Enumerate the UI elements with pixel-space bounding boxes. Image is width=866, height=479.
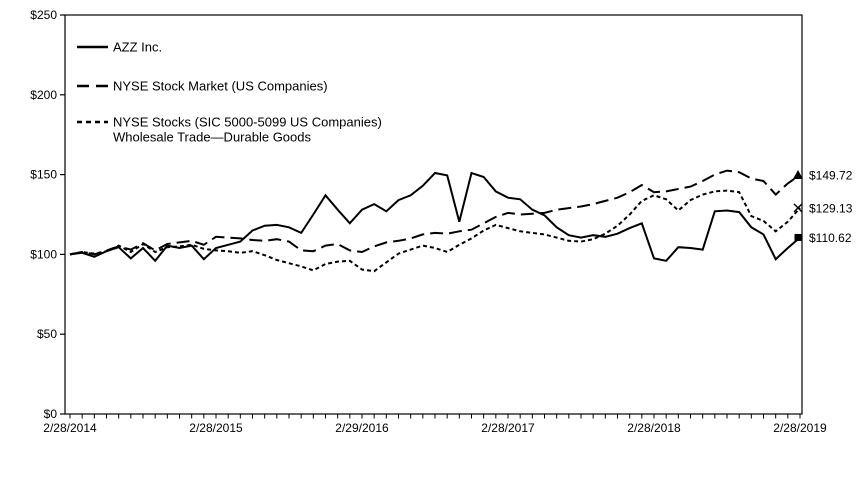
y-axis-tick-label: $100 (30, 247, 57, 261)
x-axis: 2/28/2014 2/28/2015 2/29/2016 2/28/2017 … (43, 421, 827, 435)
legend-label: NYSE Stock Market (US Companies) (113, 79, 328, 94)
y-axis-tick-label: $0 (44, 407, 58, 421)
chart-legend: AZZ Inc. NYSE Stock Market (US Companies… (77, 40, 382, 145)
y-axis-tick-label: $250 (30, 8, 57, 22)
y-axis-tick-label: $150 (30, 168, 57, 182)
plot-layer: $110.62 $149.72 $129.13 (60, 14, 853, 419)
x-axis-tick-label: 2/28/2018 (627, 421, 681, 435)
x-axis-tick-label: 2/29/2016 (335, 421, 389, 435)
end-marker-x (793, 203, 803, 213)
legend-item-azz: AZZ Inc. (77, 40, 162, 55)
legend-label: AZZ Inc. (113, 40, 162, 55)
y-axis-tick-label: $200 (30, 88, 57, 102)
end-value-label: $129.13 (809, 201, 853, 215)
end-value-label: $110.62 (809, 231, 852, 245)
end-value-label: $149.72 (809, 169, 853, 183)
plot-border (64, 14, 803, 415)
legend-label-line2: Wholesale Trade—Durable Goods (113, 130, 311, 145)
series-line-nyse-stocks-sic-5000-509 (69, 189, 801, 273)
legend-item-nyse: NYSE Stock Market (US Companies) (77, 79, 328, 94)
x-axis-tick-label: 2/28/2019 (773, 421, 827, 435)
end-marker-square (794, 233, 802, 241)
series-line-azz-inc (69, 171, 801, 263)
legend-label: NYSE Stocks (SIC 5000-5099 US Companies) (113, 115, 382, 130)
legend-item-sic: NYSE Stocks (SIC 5000-5099 US Companies)… (77, 115, 382, 145)
x-axis-tick-label: 2/28/2015 (189, 421, 243, 435)
y-axis-tick-label: $50 (37, 327, 57, 341)
y-axis: $0 $50 $100 $150 $200 $250 (30, 8, 57, 421)
x-axis-tick-label: 2/28/2014 (43, 421, 97, 435)
x-axis-tick-label: 2/28/2017 (481, 421, 535, 435)
end-marker-triangle (793, 170, 803, 180)
series-line-nyse-stock-market-us-com (69, 169, 801, 256)
